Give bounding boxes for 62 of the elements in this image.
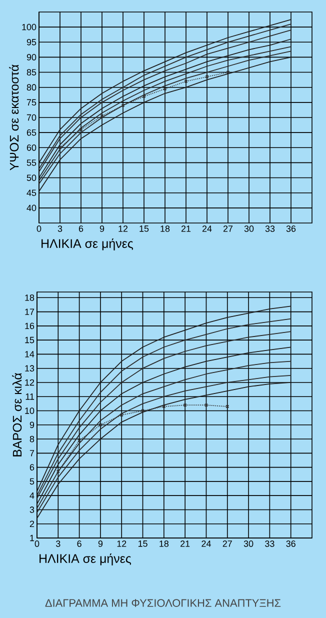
x-tick-label: 9 bbox=[100, 226, 104, 232]
x-tick-label: 33 bbox=[265, 540, 274, 547]
x-axis-title: ΗΛΙΚΙΑ σε μήνες bbox=[42, 238, 134, 250]
y-tick-label: 80 bbox=[26, 84, 36, 91]
x-tick-label: 6 bbox=[78, 226, 84, 232]
x-tick-label: 6 bbox=[77, 540, 82, 547]
y-tick-label: 65 bbox=[26, 129, 36, 136]
y-tick-label: 2 bbox=[30, 520, 34, 527]
y-tick-label: 60 bbox=[26, 144, 36, 151]
x-tick-label: 24 bbox=[202, 540, 211, 547]
x-tick-label: 27 bbox=[222, 540, 232, 547]
x-tick-label: 9 bbox=[98, 540, 103, 547]
x-tick-label: 30 bbox=[244, 540, 254, 547]
y-tick-label: 6 bbox=[30, 464, 34, 470]
y-tick-label: 14 bbox=[25, 351, 34, 358]
y-tick-label: 3 bbox=[30, 506, 34, 513]
x-tick-label: 18 bbox=[160, 226, 170, 232]
y-tick-label: 4 bbox=[30, 492, 34, 499]
x-tick-label: 15 bbox=[138, 540, 148, 547]
x-tick-label: 12 bbox=[117, 540, 126, 547]
x-tick-label: 3 bbox=[58, 226, 62, 232]
y-tick-label: 11 bbox=[26, 394, 34, 400]
x-axis-title: ΗΛΙΚΙΑ σε μήνες bbox=[40, 553, 132, 566]
y-tick-label: 90 bbox=[26, 54, 36, 60]
y-tick-label: 40 bbox=[26, 204, 36, 212]
x-tick-label: 21 bbox=[180, 540, 190, 547]
y-tick-label: 95 bbox=[26, 38, 36, 46]
x-tick-label: 12 bbox=[118, 226, 128, 232]
x-tick-label: 24 bbox=[202, 226, 212, 232]
y-axis-title: ΥΨΟΣ σε εκατοστά bbox=[9, 64, 19, 170]
x-tick-label: 36 bbox=[286, 226, 296, 232]
y-tick-label: 16 bbox=[25, 322, 34, 330]
y-axis-title: ΒΑΡΟΣ σε κιλά bbox=[12, 373, 22, 456]
y-tick-label: 100 bbox=[22, 24, 36, 30]
y-tick-label: 10 bbox=[25, 408, 34, 414]
x-tick-label: 18 bbox=[160, 540, 169, 547]
x-tick-label: 36 bbox=[286, 540, 296, 547]
y-tick-label: 8 bbox=[30, 436, 34, 442]
x-tick-label: 15 bbox=[140, 226, 149, 232]
y-tick-label: 12 bbox=[25, 379, 34, 386]
y-tick-label: 7 bbox=[30, 450, 34, 456]
y-tick-label: 55 bbox=[26, 160, 36, 166]
y-tick-label: 75 bbox=[26, 99, 36, 106]
x-tick-label: 0 bbox=[36, 226, 42, 232]
y-tick-label: 15 bbox=[25, 336, 34, 344]
x-tick-label: 30 bbox=[244, 226, 254, 232]
y-tick-label: 13 bbox=[25, 365, 34, 372]
x-tick-label: 33 bbox=[265, 226, 275, 232]
x-tick-label: 27 bbox=[223, 226, 233, 232]
y-tick-label: 18 bbox=[25, 294, 34, 301]
y-tick-label: 9 bbox=[30, 422, 34, 428]
x-tick-label: 21 bbox=[181, 226, 191, 232]
y-tick-label: 45 bbox=[26, 190, 36, 196]
y-tick-label: 85 bbox=[26, 69, 36, 76]
y-tick-label: 50 bbox=[26, 174, 36, 181]
x-tick-label: 0 bbox=[34, 540, 40, 547]
x-tick-label: 3 bbox=[56, 540, 60, 547]
y-tick-label: 70 bbox=[26, 114, 36, 121]
y-tick-label: 1 bbox=[30, 534, 34, 542]
text: ΔΙΑΓΡΑΜΜΑ ΜΗ ΦΥΣΙΟΛΟΓΙΚΗΣ ΑΝΑΠΤΥΞΗΣ bbox=[45, 599, 281, 607]
y-tick-label: 17 bbox=[25, 308, 34, 315]
y-tick-label: 5 bbox=[30, 478, 34, 485]
